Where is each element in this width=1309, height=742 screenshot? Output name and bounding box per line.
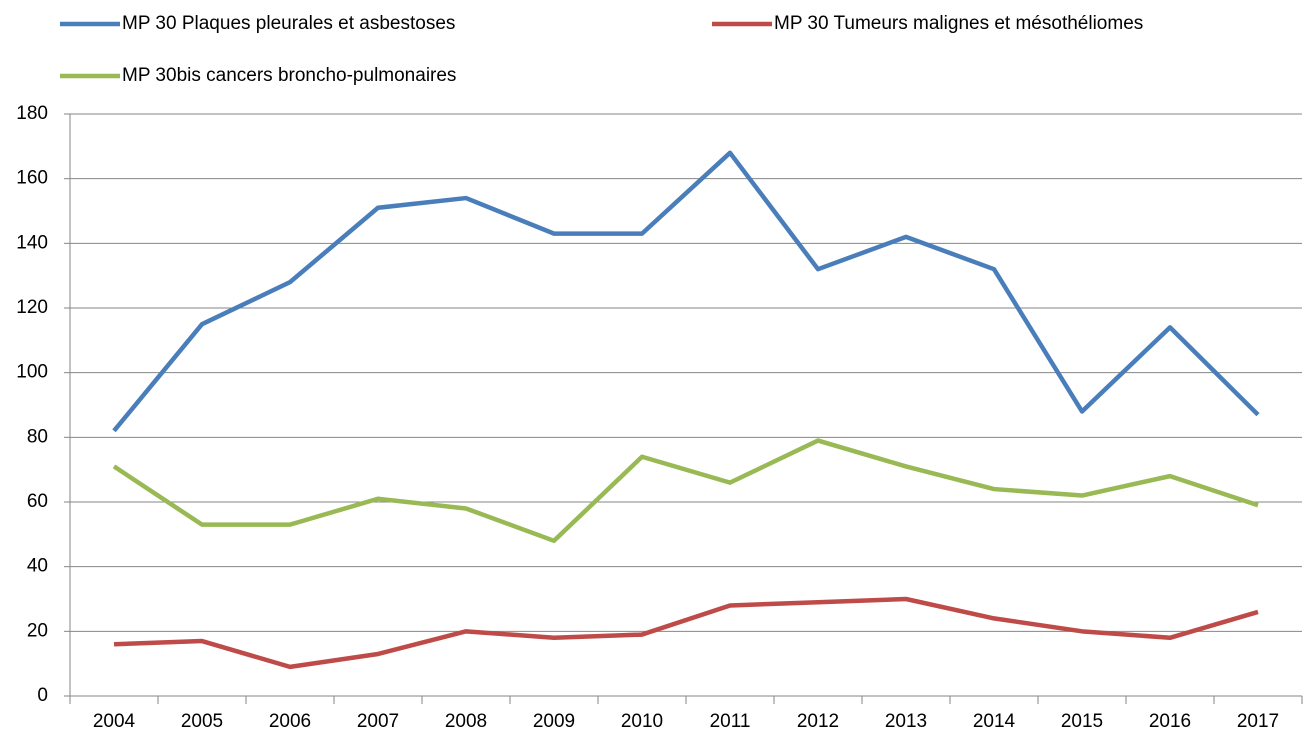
y-tick-label: 120	[16, 297, 48, 318]
x-tick-label: 2009	[533, 711, 575, 732]
x-tick-label: 2012	[797, 711, 839, 732]
y-tick-label: 40	[27, 556, 48, 577]
y-tick-label: 160	[16, 168, 48, 189]
x-tick-label: 2016	[1149, 711, 1191, 732]
series-line	[113, 596, 1259, 670]
x-tick-label: 2006	[269, 711, 311, 732]
y-tick-label: 140	[16, 232, 48, 253]
x-tick-label: 2017	[1237, 711, 1279, 732]
x-tick-label: 2014	[973, 711, 1016, 732]
legend-label: MP 30bis cancers broncho-pulmonaires	[122, 65, 456, 86]
y-tick-label: 20	[27, 620, 48, 641]
legend-label: MP 30 Plaques pleurales et asbestoses	[122, 13, 455, 34]
x-tick-label: 2015	[1061, 711, 1103, 732]
x-tick-label: 2011	[710, 711, 751, 732]
legend-label: MP 30 Tumeurs malignes et mésothéliomes	[774, 13, 1143, 34]
x-tick-label: 2007	[357, 711, 399, 732]
x-tick-label: 2005	[181, 711, 223, 732]
x-tick-label: 2013	[885, 711, 927, 732]
y-tick-label: 80	[27, 426, 48, 447]
y-tick-label: 60	[27, 491, 48, 512]
x-tick-label: 2008	[445, 711, 487, 732]
y-tick-label: 180	[16, 103, 48, 124]
x-tick-label: 2004	[93, 711, 136, 732]
x-tick-label: 2010	[621, 711, 663, 732]
series-line	[112, 438, 1259, 544]
y-tick-label: 100	[16, 362, 48, 383]
series-line	[112, 150, 1260, 433]
y-tick-label: 0	[37, 685, 48, 706]
